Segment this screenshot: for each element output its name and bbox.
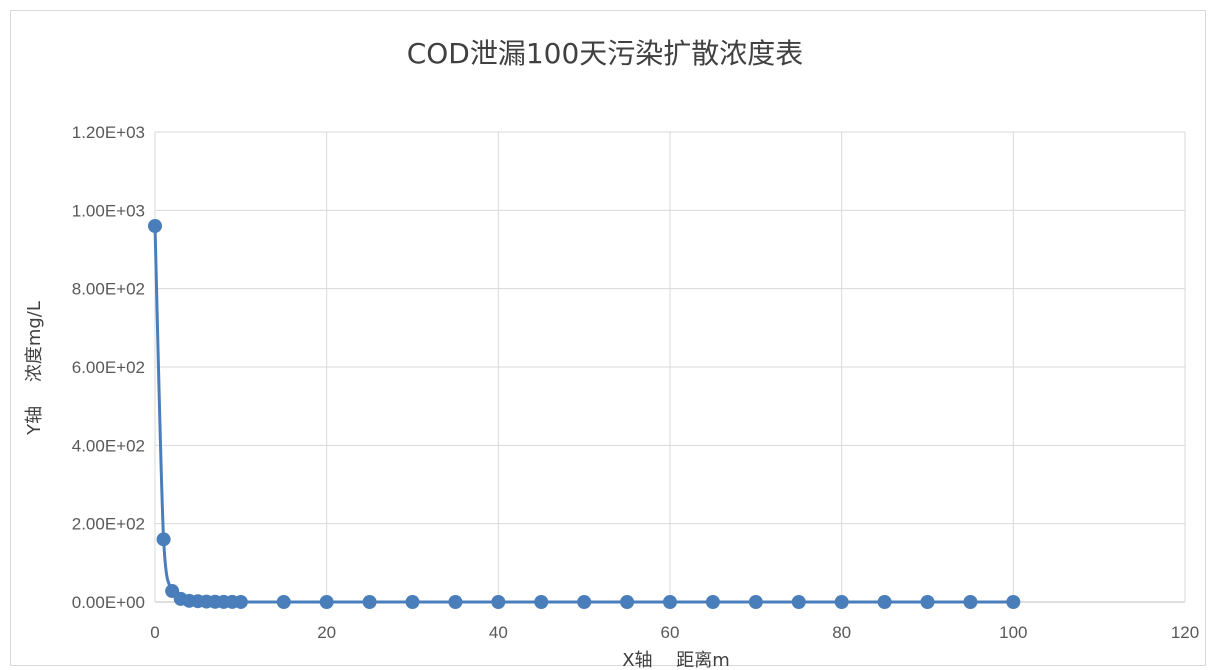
data-point — [1006, 595, 1021, 609]
data-point — [577, 595, 592, 609]
data-point — [405, 595, 420, 609]
x-tick-label: 100 — [999, 623, 1027, 642]
x-tick-label: 80 — [832, 623, 851, 642]
data-point — [834, 595, 849, 609]
x-tick-label: 40 — [489, 623, 508, 642]
data-point — [448, 595, 463, 609]
data-point — [362, 595, 377, 609]
y-tick-label: 2.00E+02 — [72, 515, 145, 534]
data-point — [748, 595, 763, 609]
y-tick-label: 8.00E+02 — [72, 280, 145, 299]
data-point — [791, 595, 806, 609]
x-tick-label: 20 — [317, 623, 336, 642]
data-point — [319, 595, 334, 609]
y-axis-label: Y轴 浓度mg/L — [24, 301, 45, 436]
data-point — [663, 595, 677, 609]
data-point — [963, 595, 978, 609]
y-tick-label: 4.00E+02 — [72, 436, 145, 455]
x-tick-label: 0 — [150, 623, 159, 642]
data-point — [877, 595, 892, 609]
grid-lines — [154, 131, 1186, 603]
y-tick-label: 1.00E+03 — [72, 201, 145, 220]
data-point — [534, 595, 549, 609]
data-point — [620, 595, 635, 609]
data-point — [233, 594, 248, 609]
x-axis-label: X轴 距离m — [622, 650, 730, 670]
data-point — [920, 595, 935, 609]
series-line — [153, 225, 1014, 604]
x-tick-label: 60 — [661, 623, 680, 642]
data-point — [705, 595, 720, 609]
data-point — [491, 595, 506, 609]
y-tick-label: 6.00E+02 — [72, 358, 145, 377]
y-tick-label: 1.20E+03 — [72, 123, 145, 142]
data-points — [148, 219, 1021, 609]
data-point — [276, 595, 291, 609]
chart-frame — [10, 10, 1206, 666]
data-point — [156, 532, 171, 547]
data-point — [148, 219, 162, 233]
chart-title: COD泄漏100天污染扩散浓度表 — [406, 37, 804, 70]
y-tick-label: 0.00E+00 — [72, 593, 145, 612]
x-tick-label: 120 — [1171, 623, 1199, 642]
tick-labels: 0.00E+00 2.00E+02 4.00E+02 6.00E+02 8.00E+02… — [72, 123, 1199, 642]
